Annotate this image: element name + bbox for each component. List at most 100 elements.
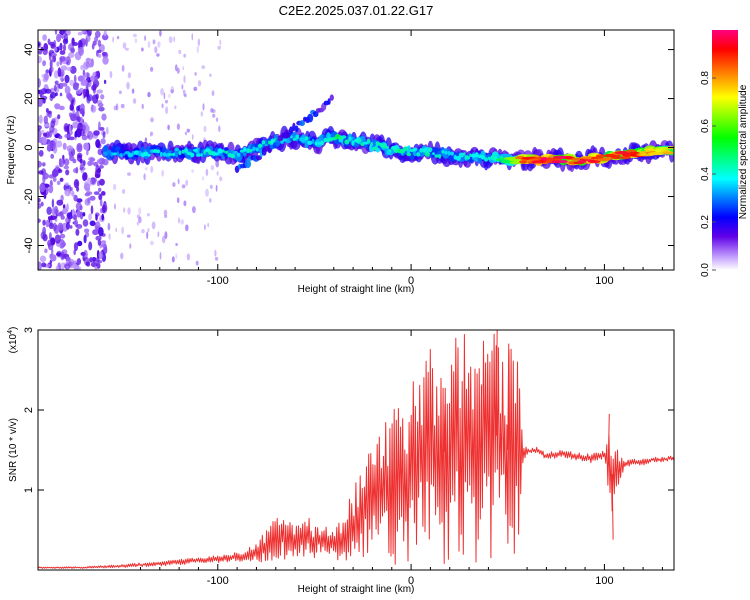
noise-speckle: [77, 31, 83, 36]
noise-speckle: [107, 222, 111, 231]
noise-speckle: [53, 84, 57, 92]
noise-speckle: [73, 82, 80, 87]
noise-speckle: [93, 130, 100, 136]
noise-speckle: [205, 168, 209, 177]
noise-speckle: [83, 249, 88, 260]
noise-speckle: [66, 212, 74, 220]
noise-speckle: [97, 49, 102, 54]
noise-speckle: [41, 88, 47, 95]
noise-speckle: [44, 123, 50, 127]
noise-speckle: [141, 103, 144, 110]
ridge-blob: [230, 153, 235, 159]
ridge-blob: [192, 149, 198, 152]
noise-speckle: [86, 94, 93, 102]
noise-speckle: [218, 125, 221, 133]
noise-speckle: [207, 222, 210, 228]
noise-speckle: [41, 262, 47, 268]
ridge-blob: [348, 136, 352, 141]
branch-blob: [286, 132, 291, 138]
noise-speckle: [73, 179, 80, 189]
noise-speckle: [60, 65, 68, 71]
noise-speckle: [69, 103, 73, 111]
noise-speckle: [171, 256, 175, 263]
noise-speckle: [215, 184, 218, 192]
ridge-blob: [595, 154, 606, 158]
noise-speckle: [150, 132, 152, 137]
svg-text:(x104): (x104): [7, 327, 19, 354]
ridge-blob: [416, 152, 420, 157]
y-tick-label: 20: [23, 92, 35, 104]
noise-speckle: [100, 240, 107, 244]
noise-speckle: [70, 187, 73, 192]
noise-speckle: [84, 198, 91, 206]
noise-speckle: [57, 212, 64, 217]
noise-speckle: [65, 256, 71, 262]
noise-speckle: [61, 267, 65, 270]
noise-speckle: [191, 169, 195, 173]
branch-blob: [327, 98, 331, 105]
ridge-blob: [255, 147, 259, 152]
noise-speckle: [98, 193, 103, 201]
noise-speckle: [210, 108, 214, 113]
noise-speckle: [94, 30, 101, 38]
noise-speckle: [94, 266, 98, 270]
noise-speckle: [150, 117, 154, 123]
ridge-blob: [221, 149, 225, 153]
y-tick-label: 3: [23, 327, 35, 333]
noise-speckle: [66, 145, 74, 152]
noise-speckle: [138, 207, 142, 215]
ridge-blob: [147, 153, 151, 157]
ridge-blob: [394, 148, 399, 154]
ridge-blob: [122, 153, 126, 156]
noise-speckle: [184, 131, 187, 136]
noise-speckle: [38, 197, 41, 203]
noise-speckle: [38, 42, 41, 47]
noise-speckle: [80, 251, 86, 256]
noise-speckle: [62, 142, 67, 150]
ridge-blob: [519, 160, 528, 164]
noise-speckle: [57, 222, 64, 231]
noise-speckle: [102, 204, 106, 213]
noise-speckle: [47, 216, 52, 221]
snr-multiplier-base: (x10: [8, 333, 19, 353]
noise-speckle: [187, 128, 191, 133]
noise-speckle: [69, 124, 72, 134]
ridge-blob: [257, 143, 263, 148]
noise-speckle: [48, 184, 54, 194]
noise-speckle: [195, 260, 199, 266]
ridge-blob: [363, 141, 368, 145]
noise-speckle: [201, 65, 206, 70]
noise-speckle: [217, 45, 221, 50]
ridge-blob: [174, 148, 180, 151]
noise-speckle: [38, 170, 44, 175]
noise-speckle: [181, 184, 186, 189]
noise-speckle: [99, 199, 103, 207]
noise-speckle: [48, 174, 55, 179]
noise-speckle: [178, 49, 182, 55]
noise-speckle: [209, 73, 212, 78]
noise-speckle: [81, 135, 88, 141]
noise-speckle: [126, 81, 130, 90]
noise-speckle: [38, 202, 42, 209]
branch-blob: [329, 94, 334, 101]
ridge-blob: [217, 148, 223, 154]
noise-speckle: [69, 79, 75, 86]
noise-speckle: [63, 158, 70, 166]
noise-speckle: [84, 228, 90, 234]
ridge-blob: [317, 141, 321, 145]
snr-panel: -100 0 100 1 2 3 Height of straight line (km)…: [7, 327, 675, 595]
noise-speckle: [58, 105, 65, 111]
noise-speckle: [89, 257, 93, 263]
noise-speckle: [80, 64, 84, 71]
noise-speckle: [68, 43, 74, 51]
noise-speckle: [73, 242, 79, 252]
noise-speckle: [73, 194, 78, 202]
noise-speckle: [152, 39, 156, 45]
snr-multiplier-close: ): [8, 327, 19, 330]
ridge-blob: [570, 157, 581, 161]
noise-speckle: [121, 65, 125, 72]
ridge-blob: [422, 148, 426, 153]
noise-speckle: [64, 263, 71, 270]
noise-speckle: [121, 226, 124, 235]
ridge-blob: [249, 149, 253, 152]
